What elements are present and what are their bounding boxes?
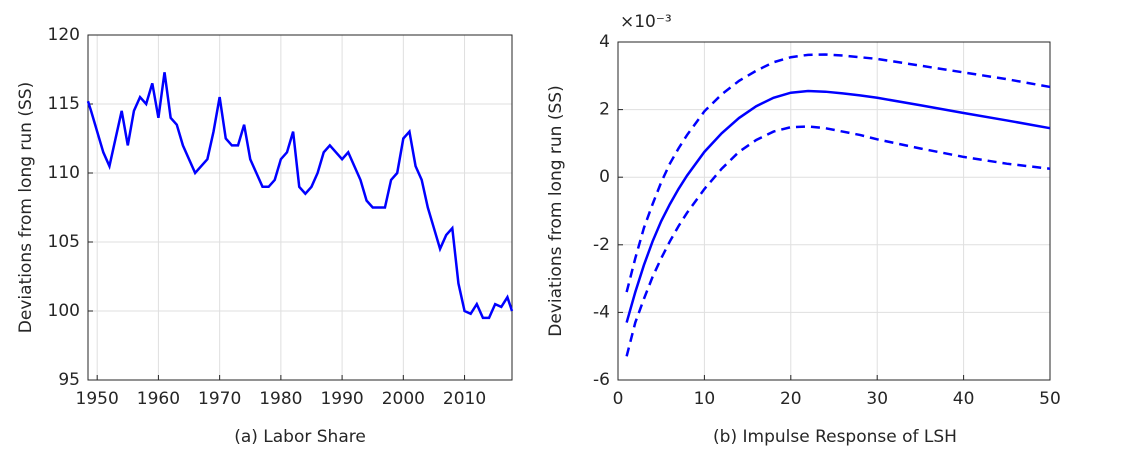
data-line [625, 89, 1051, 323]
caption: (b) Impulse Response of LSH [713, 427, 957, 447]
x-tick-label: 2010 [443, 389, 486, 409]
axes-box [87, 34, 513, 381]
y-tick-label: 4 [599, 32, 610, 52]
x-tick-label: 0 [613, 389, 624, 409]
x-tick-label: 10 [694, 389, 716, 409]
x-tick-label: 30 [866, 389, 888, 409]
y-tick-label: -6 [593, 370, 610, 390]
y-tick-label: 105 [48, 232, 80, 252]
data-line [86, 72, 514, 320]
x-tick-label: 1970 [198, 389, 241, 409]
y-tick-label: 100 [48, 301, 80, 321]
y-tick-label: 120 [48, 25, 80, 45]
y-tick-label: 0 [599, 167, 610, 187]
y-tick-label: 2 [599, 100, 610, 120]
y-tick-label: 95 [58, 370, 80, 390]
y-tick-label: -4 [593, 302, 610, 322]
x-tick-label: 1950 [76, 389, 119, 409]
exponent-label: ×10⁻³ [620, 12, 672, 32]
x-tick-label: 50 [1039, 389, 1061, 409]
y-tick-label: 110 [48, 163, 80, 183]
x-tick-label: 1960 [137, 389, 180, 409]
x-tick-label: 1990 [320, 389, 363, 409]
y-tick-label: -2 [593, 235, 610, 255]
y-tick-label: 115 [48, 94, 80, 114]
x-tick-label: 2000 [382, 389, 425, 409]
y-axis-label: Deviations from long run (SS) [16, 82, 36, 333]
x-tick-label: 40 [953, 389, 975, 409]
axes-box [617, 41, 1051, 381]
data-line [625, 125, 1051, 357]
x-tick-label: 20 [780, 389, 802, 409]
x-tick-label: 1980 [259, 389, 302, 409]
data-line [625, 53, 1051, 293]
caption: (a) Labor Share [234, 427, 366, 447]
plot-area [618, 42, 1050, 380]
y-axis-label: Deviations from long run (SS) [546, 85, 566, 336]
